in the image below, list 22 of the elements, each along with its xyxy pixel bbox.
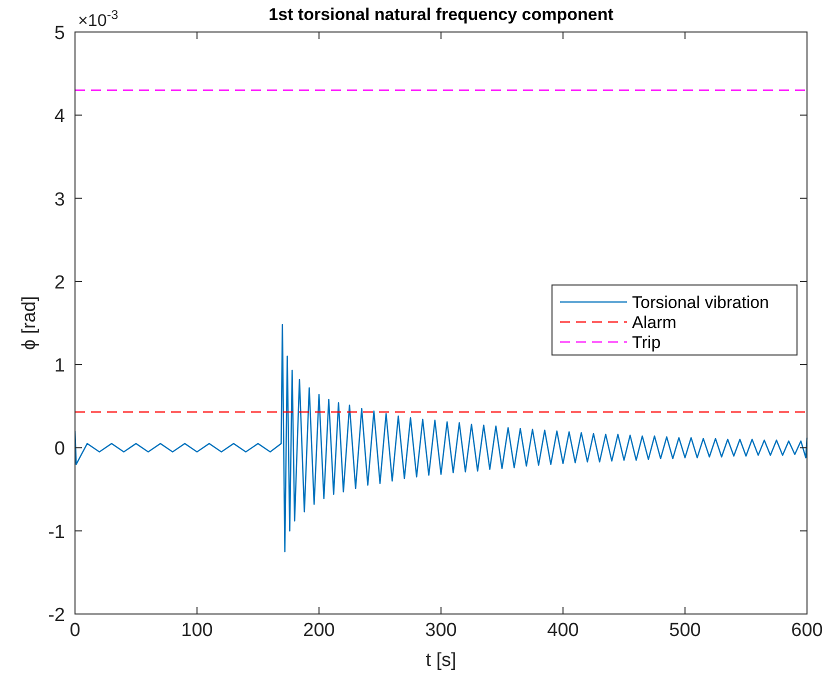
- y-tick-label: 2: [54, 272, 65, 294]
- y-tick-label: 3: [54, 189, 65, 210]
- legend-label: Alarm: [632, 313, 676, 332]
- x-axis-title: t [s]: [426, 650, 456, 671]
- x-tick-label: 500: [669, 620, 701, 641]
- y-tick-label: 1: [54, 356, 65, 377]
- x-tick-label: 400: [547, 620, 579, 641]
- y-axis-title: ϕ [rad]: [19, 296, 40, 350]
- x-tick-label: 200: [303, 620, 335, 641]
- y-tick-label: 0: [54, 438, 65, 460]
- chart-title: 1st torsional natural frequency component: [268, 5, 614, 24]
- x-tick-label: 300: [425, 620, 457, 641]
- y-tick-label: 5: [54, 23, 65, 44]
- y-tick-label: -1: [48, 522, 65, 543]
- legend-label: Trip: [632, 333, 661, 352]
- legend-label: Torsional vibration: [632, 293, 770, 312]
- x-tick-label: 0: [70, 620, 80, 641]
- y-tick-label: 4: [54, 106, 66, 128]
- x-tick-label: 600: [791, 620, 823, 641]
- x-tick-label: 100: [181, 620, 213, 641]
- y-tick-label: -2: [48, 605, 65, 626]
- text: ×10$^{-3}$: [78, 6, 118, 30]
